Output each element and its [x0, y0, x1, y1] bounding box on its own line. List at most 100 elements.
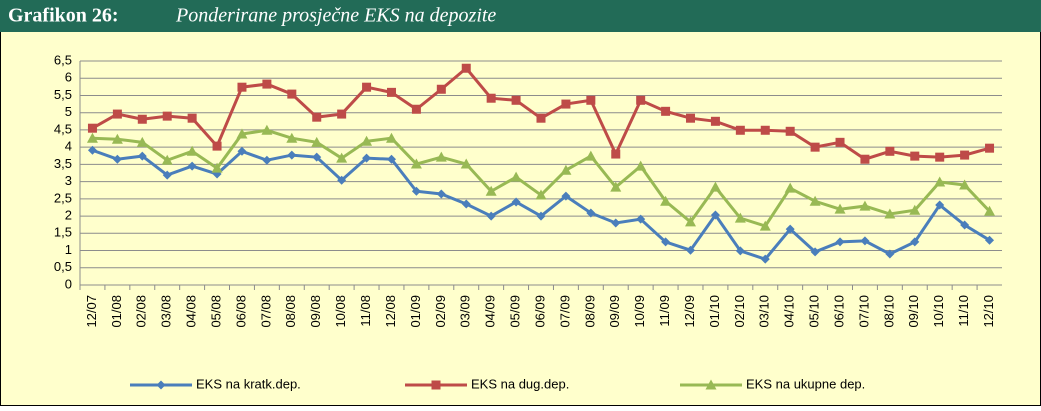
- data-point: [486, 93, 496, 103]
- data-point: [859, 200, 871, 211]
- data-point: [686, 245, 696, 255]
- legend-marker: [156, 380, 166, 390]
- data-point: [935, 152, 945, 162]
- data-point: [586, 208, 596, 218]
- x-tick-label: 11/09: [657, 295, 672, 327]
- data-point: [835, 137, 845, 147]
- data-point: [810, 247, 820, 257]
- x-tick-label: 06/09: [532, 295, 547, 328]
- legend-marker: [705, 379, 717, 390]
- data-point: [935, 200, 945, 210]
- x-tick-label: 10/08: [333, 295, 348, 328]
- data-point: [112, 109, 122, 119]
- x-tick-label: 09/10: [906, 295, 921, 328]
- data-point: [236, 128, 248, 139]
- data-point: [435, 151, 447, 162]
- data-point: [261, 124, 273, 135]
- data-point: [710, 116, 720, 126]
- data-point: [985, 235, 995, 245]
- x-tick-label: 10/10: [931, 295, 946, 328]
- data-point: [660, 195, 672, 206]
- data-point: [336, 152, 348, 163]
- data-point: [436, 84, 446, 94]
- data-point: [287, 150, 297, 160]
- x-tick-label: 03/10: [757, 295, 772, 328]
- x-tick-label: 02/08: [134, 295, 149, 328]
- data-point: [386, 87, 396, 97]
- data-point: [834, 203, 846, 214]
- data-point: [137, 114, 147, 124]
- data-point: [910, 151, 920, 161]
- data-point: [411, 186, 421, 196]
- data-point: [884, 208, 896, 219]
- legend-marker: [431, 380, 441, 390]
- data-point: [362, 153, 372, 163]
- data-point: [312, 112, 322, 122]
- data-point: [337, 109, 347, 119]
- data-point: [485, 185, 497, 196]
- y-tick-label: 3: [65, 173, 72, 188]
- data-point: [112, 154, 122, 164]
- x-tick-label: 01/10: [707, 295, 722, 328]
- data-point: [561, 191, 571, 201]
- x-tick-label: 12/09: [682, 295, 697, 328]
- data-point: [137, 151, 147, 161]
- data-point: [860, 236, 870, 246]
- data-point: [910, 237, 920, 247]
- x-tick-label: 07/10: [856, 295, 871, 328]
- x-tick-label: 09/08: [308, 295, 323, 328]
- x-tick-label: 01/09: [408, 295, 423, 328]
- chart-subtitle: Ponderirane prosječne EKS na depozite: [175, 5, 496, 27]
- data-point: [460, 158, 472, 169]
- data-point: [560, 164, 572, 175]
- x-tick-label: 05/08: [208, 295, 223, 328]
- data-point: [187, 161, 197, 171]
- y-tick-label: 0,5: [54, 259, 72, 274]
- data-point: [237, 146, 247, 156]
- data-point: [386, 154, 396, 164]
- data-point: [411, 104, 421, 114]
- data-point: [984, 205, 996, 216]
- data-point: [536, 113, 546, 123]
- data-point: [885, 146, 895, 156]
- x-tick-label: 02/10: [732, 295, 747, 328]
- data-point: [187, 113, 197, 123]
- x-tick-label: 03/08: [159, 295, 174, 328]
- x-tick-label: 07/09: [557, 295, 572, 328]
- data-point: [337, 175, 347, 185]
- data-point: [661, 106, 671, 116]
- data-point: [835, 237, 845, 247]
- data-point: [385, 132, 397, 143]
- y-tick-label: 4: [65, 139, 72, 154]
- data-point: [760, 125, 770, 135]
- x-tick-label: 09/09: [607, 295, 622, 328]
- data-point: [136, 136, 148, 147]
- data-point: [735, 246, 745, 256]
- data-point: [785, 224, 795, 234]
- y-tick-label: 5: [65, 104, 72, 119]
- x-tick-label: 11/08: [358, 295, 373, 327]
- x-tick-label: 03/09: [458, 295, 473, 328]
- x-tick-label: 04/08: [184, 295, 199, 328]
- data-point: [486, 211, 496, 221]
- data-point: [286, 132, 298, 143]
- data-point: [212, 141, 222, 151]
- data-point: [561, 99, 571, 109]
- data-point: [785, 126, 795, 136]
- data-point: [186, 145, 198, 156]
- y-tick-label: 6,5: [54, 52, 72, 67]
- data-point: [585, 150, 597, 161]
- x-tick-label: 06/10: [831, 295, 846, 328]
- data-point: [237, 82, 247, 92]
- data-point: [809, 195, 821, 206]
- data-point: [686, 113, 696, 123]
- data-point: [162, 170, 172, 180]
- data-point: [312, 152, 322, 162]
- data-point: [934, 176, 946, 187]
- data-point: [161, 154, 173, 165]
- legend-label: EKS na dug.dep.: [471, 376, 569, 391]
- x-tick-label: 07/08: [258, 295, 273, 328]
- data-point: [636, 214, 646, 224]
